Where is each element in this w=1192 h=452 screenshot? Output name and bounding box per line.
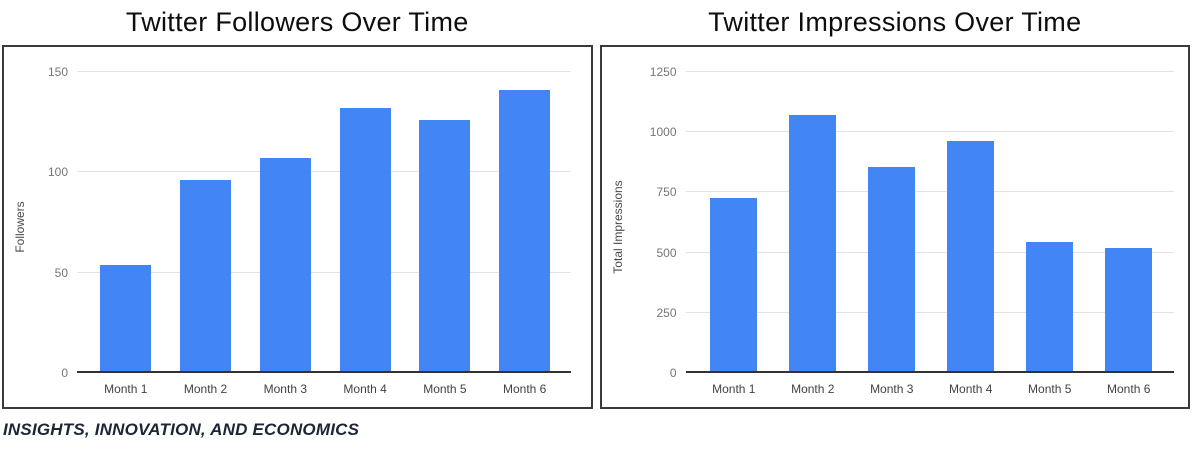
bar-month-3 (259, 158, 311, 373)
gridline (685, 131, 1174, 133)
bar-slot (325, 72, 405, 373)
y-tick-label: 500 (656, 245, 677, 260)
bar-slot (1010, 72, 1089, 373)
x-tick-label: Month 5 (423, 382, 467, 396)
bars-layer (86, 72, 565, 373)
y-tick-label: 0 (669, 366, 677, 380)
chart-panel-followers: Followers 0 50 100 150 Month 1 Month 2 Month … (2, 45, 593, 409)
plot-area: 0 250 500 750 1000 1250 Month 1 Month 2 Month 3… (650, 65, 1174, 396)
x-axis-labels: Month 1 Month 2 Month 3 Month 4 Month 5 Month… (694, 373, 1168, 396)
bar-slot (931, 72, 1010, 373)
y-tick-label: 50 (54, 265, 68, 280)
y-tick-label: 100 (47, 165, 68, 180)
bar-slot (405, 72, 485, 373)
chart-panel-impressions: Total Impressions 0 250 500 750 1000 1250 Mon… (599, 45, 1190, 409)
chart-followers: Twitter Followers Over Time Followers 0 5… (2, 0, 593, 409)
bar-month-5 (419, 120, 471, 373)
bar-month-6 (1105, 247, 1152, 373)
footer-caption: INSIGHTS, INNOVATION, AND ECONOMICS (3, 420, 360, 439)
x-axis-line (77, 371, 571, 373)
bar-slot (773, 72, 852, 373)
plot-area: 0 50 100 150 Month 1 Month 2 Month 3 Month 4 Mo… (48, 65, 571, 396)
bar-slot (1089, 72, 1168, 373)
chart-title-followers: Twitter Followers Over Time (125, 7, 469, 37)
x-tick-label: Month 6 (502, 382, 547, 396)
bar-month-3 (868, 167, 916, 373)
bar-slot (86, 72, 166, 373)
gridline (685, 191, 1174, 193)
bars-layer (694, 72, 1168, 373)
y-tick-label: 250 (656, 305, 677, 320)
y-axis-title-followers: Followers (13, 201, 27, 253)
bar-month-1 (710, 198, 758, 373)
gridline (77, 171, 571, 173)
bar-month-2 (789, 115, 837, 373)
gridline (685, 251, 1174, 253)
x-tick-label: Month 2 (791, 382, 835, 396)
chart-title-impressions: Twitter Impressions Over Time (708, 7, 1082, 37)
chart-impressions: Twitter Impressions Over Time Total Impr… (599, 0, 1190, 409)
y-tick-label: 1000 (649, 125, 677, 140)
charts-row: Twitter Followers Over Time Followers 0 5… (2, 0, 1190, 409)
bar-slot (852, 72, 931, 373)
bar-slot (694, 72, 773, 373)
x-axis-labels: Month 1 Month 2 Month 3 Month 4 Month 5 Month… (86, 373, 565, 396)
y-tick-label: 1250 (649, 65, 677, 79)
bar-slot (166, 72, 246, 373)
x-axis-line (685, 371, 1174, 373)
x-tick-label: Month 1 (104, 382, 148, 396)
gridline (685, 71, 1174, 72)
bar-slot (485, 72, 565, 373)
y-axis-title-impressions: Total Impressions (610, 180, 625, 274)
gridline (685, 311, 1174, 313)
gridline (77, 71, 571, 72)
y-tick-label: 0 (61, 366, 68, 380)
x-tick-label: Month 4 (949, 382, 993, 396)
gridline (77, 271, 571, 273)
y-tick-label: 150 (47, 65, 68, 79)
x-tick-label: Month 4 (343, 382, 387, 396)
x-tick-label: Month 5 (1028, 382, 1072, 396)
x-tick-label: Month 2 (183, 382, 228, 396)
bar-month-4 (339, 108, 391, 373)
bar-month-6 (499, 90, 551, 373)
bar-month-4 (947, 140, 995, 373)
x-tick-label: Month 1 (712, 382, 756, 396)
x-tick-label: Month 3 (870, 382, 914, 396)
bar-slot (245, 72, 325, 373)
bar-month-1 (100, 264, 152, 373)
x-tick-label: Month 6 (1107, 382, 1151, 396)
bar-month-5 (1026, 241, 1073, 373)
x-tick-label: Month 3 (263, 382, 307, 396)
bar-month-2 (180, 180, 232, 373)
y-tick-label: 750 (656, 185, 677, 200)
